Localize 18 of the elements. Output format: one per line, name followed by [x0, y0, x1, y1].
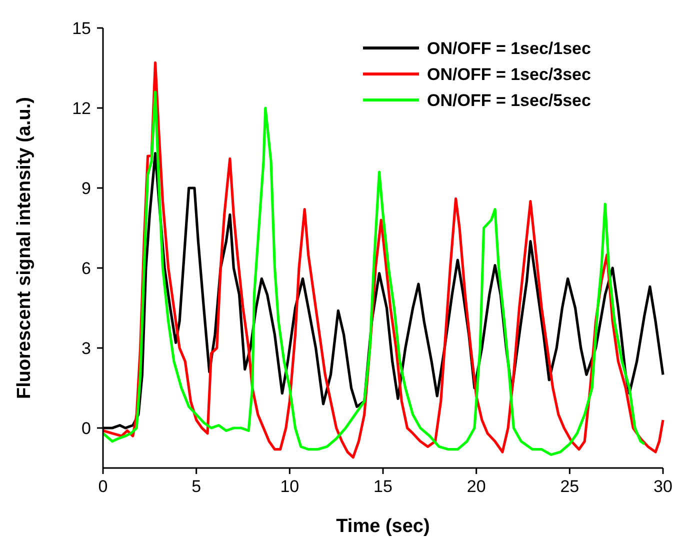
legend-label: ON/OFF = 1sec/3sec	[427, 65, 591, 84]
y-tick-label: 0	[82, 419, 91, 438]
x-tick-label: 0	[98, 477, 108, 496]
y-tick-label: 9	[82, 179, 91, 198]
y-tick-label: 15	[72, 19, 91, 38]
x-tick-label: 30	[654, 477, 672, 496]
legend-label: ON/OFF = 1sec/1sec	[427, 39, 591, 58]
y-axis-title: Fluorescent signal intensity (a.u.)	[14, 97, 35, 399]
x-tick-label: 10	[280, 477, 300, 496]
legend-label: ON/OFF = 1sec/5sec	[427, 91, 591, 110]
x-tick-label: 5	[192, 477, 202, 496]
x-tick-label: 25	[560, 477, 580, 496]
x-tick-label: 20	[466, 477, 486, 496]
y-tick-label: 12	[72, 99, 91, 118]
x-axis-title: Time (sec)	[336, 516, 430, 537]
y-tick-label: 3	[82, 339, 91, 358]
y-tick-label: 6	[82, 259, 91, 278]
x-tick-label: 15	[374, 477, 392, 496]
